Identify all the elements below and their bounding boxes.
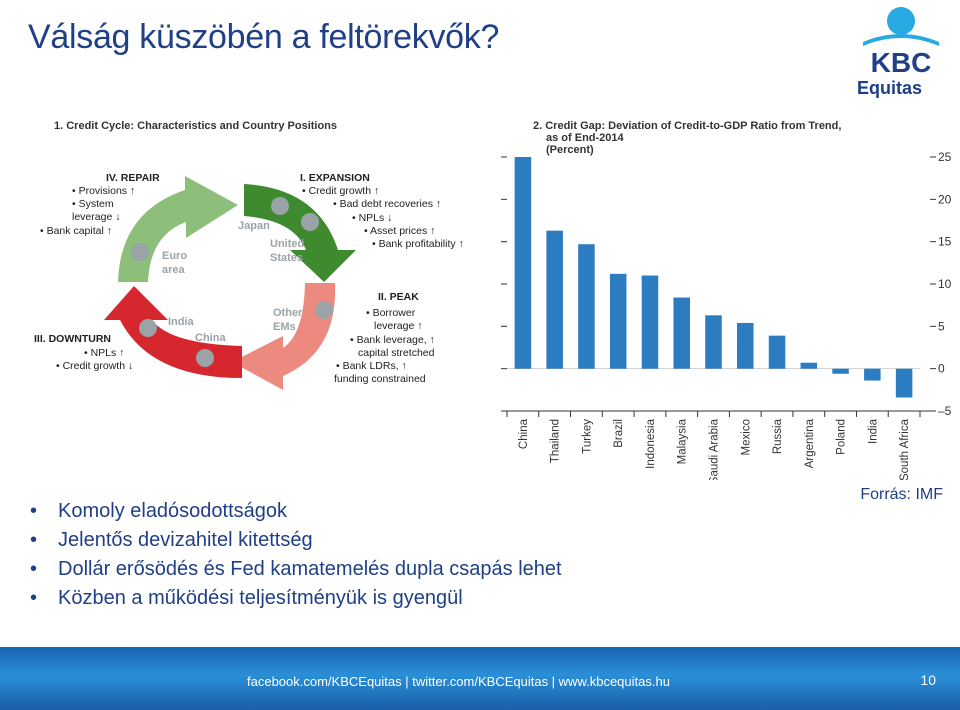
phase-peak-item: • Bank LDRs, ↑ [336,360,407,372]
phase-expansion-title: I. EXPANSION [300,172,370,184]
bullet-item: • Dollár erősödés és Fed kamatemelés dupl… [30,555,562,584]
x-tick-label: Mexico [740,419,752,455]
logo-subtext: Equitas [857,78,923,98]
label-japan: Japan [238,220,270,232]
label-china: China [195,332,226,344]
x-tick-label: Saudi Arabia [709,418,721,480]
marker-china [196,349,214,367]
phase-repair-item: leverage ↓ [72,211,120,223]
x-tick-label: China [518,418,530,449]
kbc-logo: KBC [863,7,939,78]
credit-gap-bar-chart: 25 20 15 10 5 0 –5 China Thailand Turkey Brazil Ind… [501,150,952,480]
y-tick-label: 20 [938,192,952,206]
bullet-dot-icon: • [30,529,38,551]
phase-expansion-item: • Bank profitability ↑ [372,238,464,250]
marker-india [139,319,157,337]
y-tick-label: 0 [938,362,945,376]
bar-malaysia [673,297,690,369]
x-tick-label: Indonesia [645,418,657,468]
bullet-list: • Komoly eladósodottságok • Jelentős deviz… [30,497,562,613]
bar-saudi-arabia [705,315,722,369]
x-tick-label: India [867,418,879,444]
y-tick-label: 15 [938,235,952,249]
phase-expansion-item: • Credit growth ↑ [302,185,379,197]
label-other: Other [273,307,303,319]
logo-circle-icon [887,7,915,35]
chart-title-line-2: as of End-2014 [546,132,624,144]
phase-repair-item: • Bank capital ↑ [40,225,112,237]
footer-bar: facebook.com/KBCEquitas | twitter.com/KB… [0,647,960,710]
cycle-panel-title: 1. Credit Cycle: Characteristics and Cou… [54,120,338,132]
label-area: area [162,264,186,276]
marker-other-ems [315,301,333,319]
phase-expansion-item: • Bad debt recoveries ↑ [333,198,441,210]
y-tick-label: –5 [938,404,952,418]
phase-peak-title: II. PEAK [378,291,419,303]
x-tick-label: Argentina [804,418,816,468]
bar-indonesia [641,275,659,369]
phase-peak-item: • Bank leverage, ↑ [350,334,435,346]
bar-thailand [546,230,563,369]
bullet-item: • Komoly eladósodottságok [30,497,562,526]
marker-united-states [301,213,319,231]
marker-japan [271,197,289,215]
chart-title-line-1: 2. Credit Gap: Deviation of Credit-to-GD… [533,120,842,132]
page-number: 10 [920,672,936,688]
logo-brand: KBC [871,47,932,78]
logo-swoosh-icon [863,34,939,46]
source-note: Forrás: IMF [860,486,943,503]
y-tick-label: 25 [938,150,952,164]
chart-title-line-3: (Percent) [546,144,594,156]
x-tick-label: Poland [836,419,848,455]
bar-poland [832,368,849,374]
bar-turkey [578,244,595,369]
phase-repair-item: • Provisions ↑ [72,185,135,197]
bar-mexico [737,322,754,369]
bullet-dot-icon: • [30,587,38,609]
phase-downturn-item: • Credit growth ↓ [56,360,133,372]
y-tick-label: 5 [938,319,945,333]
x-tick-label: Brazil [613,419,625,448]
slide-title: Válság küszöbén a feltörekvők? [28,18,500,56]
label-euro: Euro [162,250,187,262]
phase-downturn-title: III. DOWNTURN [34,333,111,345]
phase-peak-item: • Borrower [366,307,416,319]
phase-repair-item: • System [72,198,114,210]
phase-peak-item: capital stretched [358,347,435,359]
x-tick-label: South Africa [899,418,911,480]
phase-downturn-item: • NPLs ↑ [84,347,124,359]
bar-china [514,157,532,369]
x-tick-label: Malaysia [677,418,689,464]
marker-euro-area [131,243,149,261]
peak-arrow [232,283,336,390]
bullet-item: • Jelentős devizahitel kitettség [30,526,562,555]
phase-peak-item: funding constrained [334,373,426,385]
phase-repair-title: IV. REPAIR [106,172,160,184]
x-tick-label: Thailand [550,419,562,463]
credit-cycle-diagram: Japan United States Euro area Other EMs … [34,172,464,390]
bullet-dot-icon: • [30,558,38,580]
bar-argentina [800,362,818,369]
bullet-item: • Közben a működési teljesítményük is gye… [30,584,562,613]
footer-social-links[interactable]: facebook.com/KBCEquitas | twitter.com/KB… [247,674,670,689]
bar-brazil [609,273,627,369]
x-tick-label: Russia [772,418,784,454]
phase-expansion-item: • Asset prices ↑ [364,225,435,237]
phase-peak-item: leverage ↑ [374,320,422,332]
bar-russia [768,335,786,369]
phase-expansion-item: • NPLs ↓ [352,212,392,224]
bar-india [864,368,881,381]
y-tick-label: 10 [938,277,952,291]
label-united: United [270,238,304,250]
bar-south-africa [895,368,913,398]
label-states: States [270,252,303,264]
bullet-dot-icon: • [30,500,38,522]
label-ems: EMs [273,321,296,333]
label-india: India [168,316,195,328]
x-tick-label: Turkey [581,419,593,454]
